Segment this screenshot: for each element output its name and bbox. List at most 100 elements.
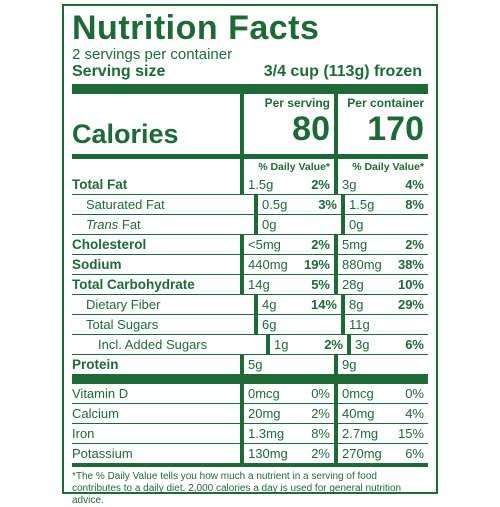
nutrient-table: Total Fat 1.5g 2% 3g 4% Saturated Fat 0.5g 3% 1.… [72, 175, 428, 374]
vitamin-serving-cell: 0mcg 0% [240, 384, 334, 403]
nutrient-amount: <5mg [248, 237, 281, 252]
nutrient-amount: 1.5g [248, 177, 274, 192]
nutrient-percent: 2% [324, 337, 343, 352]
vitamin-amount: 40mg [342, 406, 375, 421]
nutrient-serving-cell: <5mg 2% [240, 235, 334, 254]
vitamin-name: Iron [72, 426, 95, 441]
calories-label: Calories [72, 119, 179, 149]
nutrient-name: Trans Fat [86, 217, 141, 232]
nutrition-facts-panel: Nutrition Facts 2 servings per container… [62, 4, 438, 506]
nutrient-amount: 3g [342, 177, 357, 192]
nutrient-serving-cell: 0.5g 3% [254, 195, 341, 214]
vitamin-container-cell: 40mg 4% [334, 404, 428, 423]
nutrient-name: Total Sugars [86, 317, 159, 332]
nutrient-percent: 3% [318, 197, 337, 212]
vitamin-percent: 0% [405, 386, 424, 401]
vitamin-amount: 2.7mg [342, 426, 379, 441]
nutrient-amount: 440mg [248, 257, 288, 272]
nutrient-row: Saturated Fat 0.5g 3% 1.5g 8% [72, 194, 428, 214]
calories-block: Calories Per serving 80 Per container 17… [72, 94, 428, 154]
vitamin-row: Vitamin D 0mcg 0% 0mcg 0% [72, 384, 428, 403]
nutrient-container-cell: 11g [341, 315, 428, 334]
nutrient-amount: 5mg [342, 237, 368, 252]
nutrient-amount: 1.5g [349, 197, 375, 212]
nutrient-percent: 10% [397, 277, 424, 292]
nutrient-serving-cell: 14g 5% [240, 275, 334, 294]
nutrient-name: Total Fat [72, 177, 128, 192]
vitamin-amount: 1.3mg [248, 426, 285, 441]
nutrient-percent: 6% [405, 337, 424, 352]
vitamin-amount: 270mg [342, 446, 382, 461]
calories-per-container: 170 [367, 110, 424, 148]
daily-value-header-row: % Daily Value* % Daily Value* [72, 159, 428, 175]
divider-thick [72, 84, 428, 94]
nutrient-row: Dietary Fiber 4g 14% 8g 29% [72, 294, 428, 314]
divider-medium [72, 154, 428, 159]
vitamin-container-cell: 270mg 6% [334, 444, 428, 463]
nutrient-amount: 5g [248, 357, 263, 372]
vitamin-amount: 130mg [248, 446, 288, 461]
nutrient-name: Sodium [72, 257, 122, 272]
nutrient-row: Sodium 440mg 19% 880mg 38% [72, 254, 428, 274]
per-serving-column: Per serving 80 [240, 94, 334, 154]
nutrient-percent: 2% [405, 237, 424, 252]
nutrient-name: Saturated Fat [86, 197, 165, 212]
nutrient-percent: 29% [397, 297, 424, 312]
nutrient-amount: 8g [349, 297, 364, 312]
nutrient-row: Incl. Added Sugars 1g 2% 3g 6% [72, 334, 428, 354]
vitamin-container-cell: 2.7mg 15% [334, 424, 428, 443]
nutrient-amount: 0.5g [262, 197, 288, 212]
nutrient-row: Trans Fat 0g 0g [72, 214, 428, 234]
nutrient-container-cell: 1.5g 8% [341, 195, 428, 214]
nutrient-container-cell: 3g 4% [334, 175, 428, 194]
nutrient-serving-cell: 5g [240, 355, 334, 374]
nutrient-percent: 2% [311, 237, 330, 252]
vitamin-container-cell: 0mcg 0% [334, 384, 428, 403]
nutrient-serving-cell: 440mg 19% [240, 255, 334, 274]
nutrient-container-cell: 8g 29% [341, 295, 428, 314]
vitamin-table: Vitamin D 0mcg 0% 0mcg 0% Calcium 20mg 2% 40mg 4%… [72, 384, 428, 463]
nutrient-percent: 4% [405, 177, 424, 192]
vitamin-name: Calcium [72, 406, 119, 421]
nutrient-amount: 11g [349, 317, 370, 332]
nutrient-percent: 19% [303, 257, 330, 272]
dv-header-container: % Daily Value* [334, 159, 428, 175]
vitamin-serving-cell: 20mg 2% [240, 404, 334, 423]
per-container-header: Per container [347, 96, 424, 110]
vitamin-serving-cell: 130mg 2% [240, 444, 334, 463]
nutrient-name: Incl. Added Sugars [98, 337, 208, 352]
nutrient-amount: 880mg [342, 257, 382, 272]
vitamin-serving-cell: 1.3mg 8% [240, 424, 334, 443]
vitamin-amount: 0mcg [342, 386, 374, 401]
vitamin-name: Vitamin D [72, 386, 129, 401]
nutrient-serving-cell: 1g 2% [266, 335, 347, 354]
per-container-column: Per container 170 [334, 94, 428, 154]
nutrient-amount: 14g [248, 277, 270, 292]
nutrient-serving-cell: 4g 14% [254, 295, 341, 314]
nutrient-amount: 6g [262, 317, 277, 332]
vitamin-name: Potassium [72, 446, 133, 461]
vitamin-amount: 20mg [248, 406, 281, 421]
vitamin-percent: 4% [405, 406, 424, 421]
nutrient-percent: 38% [397, 257, 424, 272]
nutrient-percent: 8% [405, 197, 424, 212]
nutrient-amount: 0g [349, 217, 364, 232]
nutrient-name: Protein [72, 357, 119, 372]
vitamin-percent: 0% [311, 386, 330, 401]
nutrient-percent: 5% [311, 277, 330, 292]
nutrient-percent: 14% [310, 297, 337, 312]
nutrient-row: Protein 5g 9g [72, 354, 428, 374]
vitamin-percent: 15% [397, 426, 424, 441]
nutrient-container-cell: 0g [341, 215, 428, 234]
nutrient-amount: 9g [342, 357, 357, 372]
vitamin-row: Iron 1.3mg 8% 2.7mg 15% [72, 423, 428, 443]
nutrient-amount: 28g [342, 277, 364, 292]
nutrient-serving-cell: 0g [254, 215, 341, 234]
vitamin-percent: 6% [405, 446, 424, 461]
footnote: *The % Daily Value tells you how much a … [72, 463, 428, 507]
nutrient-row: Total Fat 1.5g 2% 3g 4% [72, 175, 428, 194]
nutrient-serving-cell: 6g [254, 315, 341, 334]
nutrient-name: Dietary Fiber [86, 297, 161, 312]
vitamin-row: Calcium 20mg 2% 40mg 4% [72, 403, 428, 423]
nutrient-container-cell: 5mg 2% [334, 235, 428, 254]
